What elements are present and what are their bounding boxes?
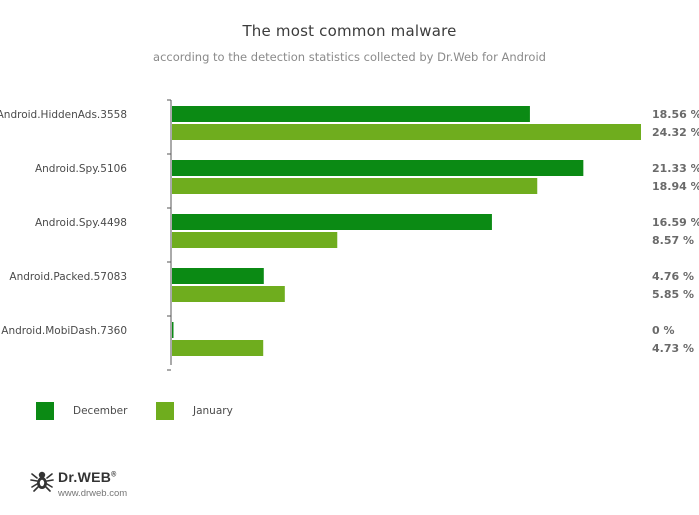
legend-swatch-january xyxy=(156,402,174,420)
category-label: Android.HiddenAds.3558 xyxy=(0,109,127,121)
value-label: 18.94 % xyxy=(652,180,699,193)
category-label: Android.Spy.4498 xyxy=(35,217,127,229)
value-label: 18.56 % xyxy=(652,108,699,121)
value-label: 5.85 % xyxy=(652,288,694,301)
logo-url: www.drweb.com xyxy=(58,488,128,499)
bar-january xyxy=(172,124,641,140)
category-label: Android.Spy.5106 xyxy=(35,163,127,175)
legend-label-january: January xyxy=(193,405,233,417)
bar-december xyxy=(172,214,492,230)
value-label: 0 % xyxy=(652,324,675,337)
bar-december xyxy=(172,106,530,122)
bar-january xyxy=(172,340,264,356)
legend-swatch-december xyxy=(36,402,54,420)
bar-chart: Android.HiddenAds.3558 18.56 % 24.32 % Andr… xyxy=(0,99,699,371)
spider-logo-icon xyxy=(30,471,54,492)
bar-december xyxy=(172,268,264,284)
value-label: 4.73 % xyxy=(652,342,694,355)
bar-december xyxy=(172,322,174,338)
bar-january xyxy=(172,232,338,248)
logo-text: Dr.WEB® xyxy=(58,469,117,485)
category-label: Android.Packed.57083 xyxy=(9,271,127,283)
bar-january xyxy=(172,178,538,194)
category-label: Android.MobiDash.7360 xyxy=(1,325,127,337)
value-label: 8.57 % xyxy=(652,234,694,247)
legend-label-december: December xyxy=(73,405,128,417)
value-label: 21.33 % xyxy=(652,162,699,175)
value-label: 4.76 % xyxy=(652,270,694,283)
value-label: 16.59 % xyxy=(652,216,699,229)
bar-january xyxy=(172,286,285,302)
bar-december xyxy=(172,160,584,176)
chart-subtitle: according to the detection statistics co… xyxy=(153,50,546,64)
chart-title: The most common malware xyxy=(242,22,457,40)
value-label: 24.32 % xyxy=(652,126,699,139)
